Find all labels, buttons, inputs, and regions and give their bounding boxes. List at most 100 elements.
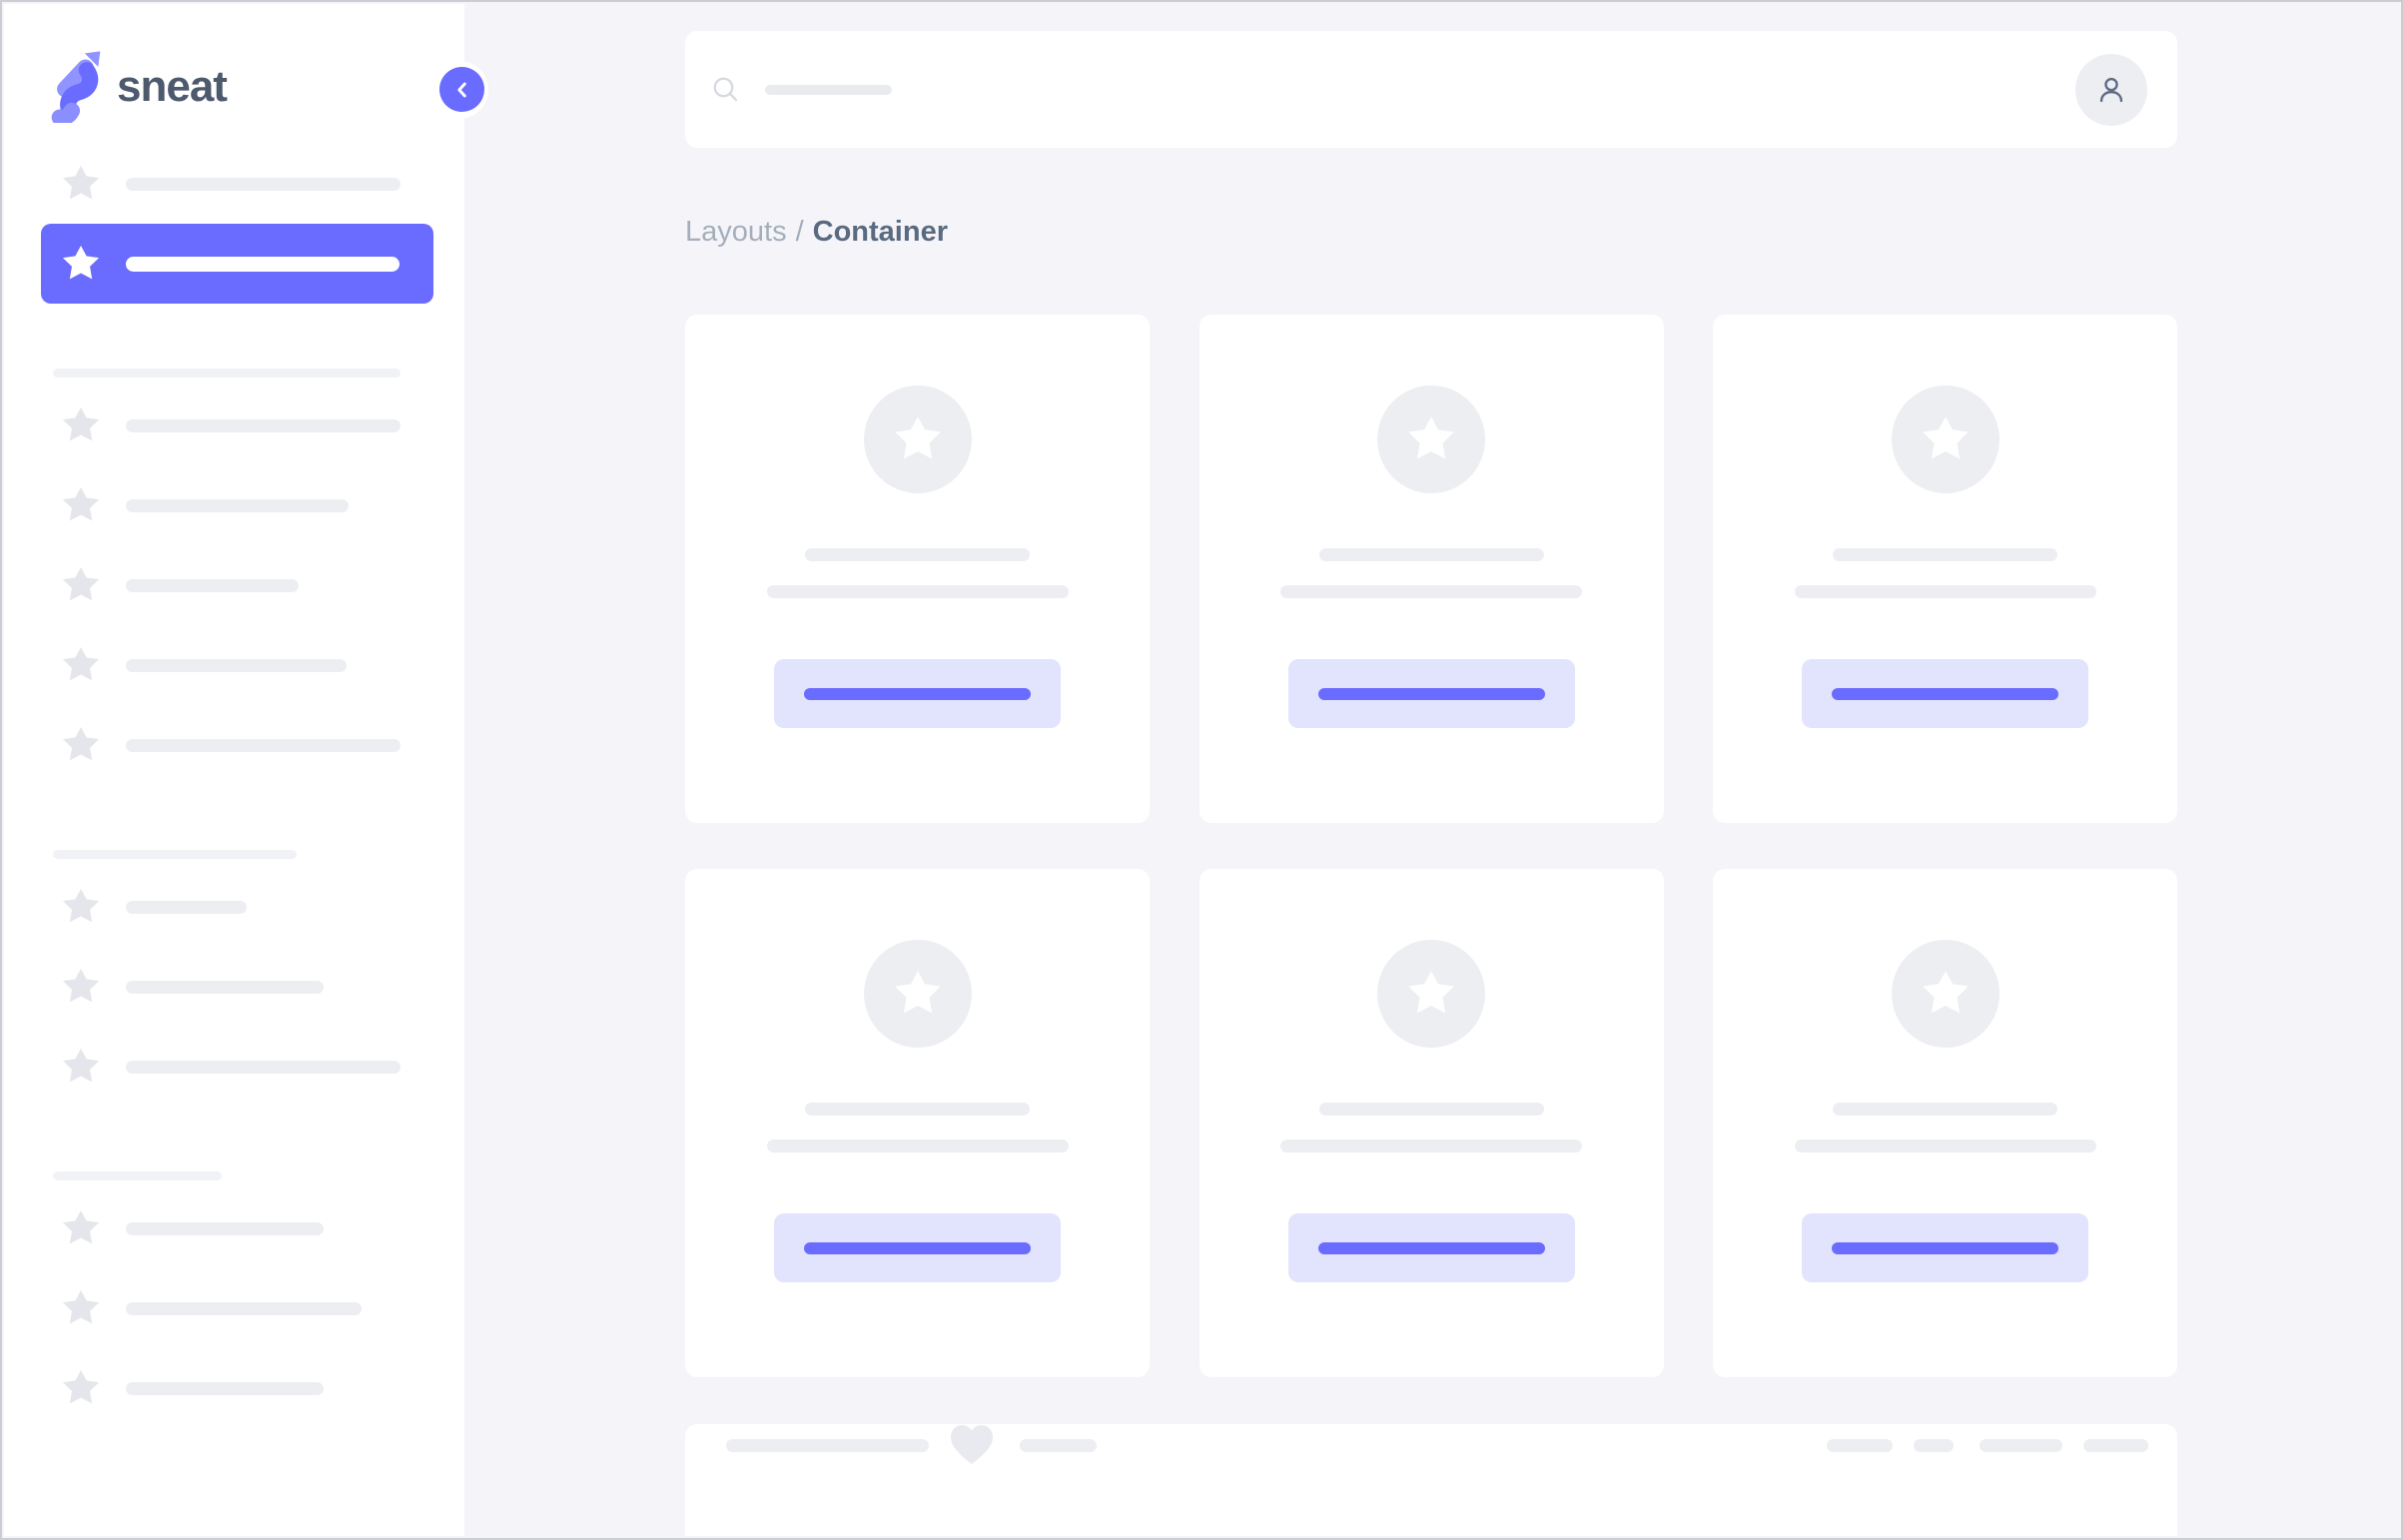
breadcrumb: Layouts / Container xyxy=(685,217,2177,247)
sidebar-item[interactable] xyxy=(41,465,433,545)
sidebar-nav-row xyxy=(4,224,464,304)
sidebar-collapse-button[interactable] xyxy=(439,67,484,112)
breadcrumb-separator: / xyxy=(795,216,804,248)
card-avatar-circle xyxy=(1891,385,2000,493)
star-icon xyxy=(62,165,100,200)
star-icon-wrap xyxy=(62,888,100,926)
star-icon-wrap xyxy=(62,486,100,524)
star-icon xyxy=(62,486,100,521)
user-avatar[interactable] xyxy=(2075,53,2147,126)
breadcrumb-parent[interactable]: Layouts xyxy=(685,216,787,248)
search-input-placeholder-bar[interactable] xyxy=(765,84,892,95)
sidebar-nav-row xyxy=(4,545,464,625)
sidebar-nav-row xyxy=(4,1348,464,1428)
heart-icon xyxy=(951,1425,993,1464)
bottom-card-row xyxy=(726,1424,2148,1466)
card-placeholder-button[interactable] xyxy=(774,1213,1061,1282)
star-icon-wrap xyxy=(62,726,100,764)
card-subtitle-placeholder-bar xyxy=(766,1140,1069,1153)
star-icon-wrap xyxy=(62,1209,100,1247)
button-label-placeholder-bar xyxy=(1317,687,1545,700)
sidebar-item[interactable] xyxy=(41,625,433,705)
placeholder-dash-bar xyxy=(1827,1438,1893,1452)
card-avatar-circle xyxy=(1891,940,2000,1048)
card-title-placeholder-bar xyxy=(1833,548,2057,561)
heart-button[interactable] xyxy=(949,1424,995,1466)
star-icon xyxy=(62,1048,100,1083)
menu-label-placeholder-bar xyxy=(126,1381,324,1395)
sidebar-section-divider xyxy=(4,1162,464,1188)
sidebar-item[interactable] xyxy=(41,1188,433,1268)
star-icon xyxy=(62,406,100,441)
menu-label-placeholder-bar xyxy=(126,658,347,672)
placeholder-bar xyxy=(1020,1438,1097,1452)
sidebar-nav-row xyxy=(4,1188,464,1268)
card-avatar-circle xyxy=(863,940,972,1048)
menu-label-placeholder-bar xyxy=(126,1060,400,1074)
section-header-placeholder-bar xyxy=(53,368,400,378)
card-placeholder-button[interactable] xyxy=(1802,659,2088,728)
sidebar-nav-row xyxy=(4,867,464,947)
sidebar-section-divider xyxy=(4,841,464,867)
sidebar-nav-row xyxy=(4,1027,464,1107)
star-icon xyxy=(62,1369,100,1404)
sidebar-item[interactable] xyxy=(41,867,433,947)
star-icon-wrap xyxy=(62,1369,100,1407)
sidebar-item[interactable] xyxy=(41,705,433,785)
sidebar-item[interactable] xyxy=(41,1268,433,1348)
sidebar-nav-row xyxy=(4,1268,464,1348)
button-label-placeholder-bar xyxy=(804,1241,1031,1254)
menu-label-placeholder-bar xyxy=(126,498,349,512)
button-label-placeholder-bar xyxy=(1832,687,2058,700)
card-title-placeholder-bar xyxy=(1318,1103,1544,1116)
brand[interactable]: sneat xyxy=(4,4,464,123)
star-icon xyxy=(1922,416,1969,459)
placeholder-card xyxy=(1713,869,2177,1377)
placeholder-dash-bar xyxy=(2083,1438,2148,1452)
breadcrumb-current: Container xyxy=(812,216,948,248)
menu-label-placeholder-bar xyxy=(126,900,247,914)
user-icon xyxy=(2099,77,2123,102)
card-title-placeholder-bar xyxy=(1318,548,1544,561)
card-placeholder-button[interactable] xyxy=(1802,1213,2088,1282)
sidebar-item[interactable] xyxy=(41,1348,433,1428)
menu-label-placeholder-bar xyxy=(126,738,400,752)
sidebar-item[interactable] xyxy=(41,144,433,224)
topbar xyxy=(685,31,2177,148)
sidebar-item[interactable] xyxy=(41,545,433,625)
star-icon xyxy=(62,245,100,280)
sidebar-item[interactable] xyxy=(41,385,433,465)
star-icon xyxy=(62,968,100,1003)
placeholder-card xyxy=(1199,315,1664,823)
sidebar-item[interactable] xyxy=(41,1027,433,1107)
star-icon-wrap xyxy=(62,1048,100,1086)
placeholder-card xyxy=(685,869,1150,1377)
menu-label-placeholder-bar xyxy=(126,1301,362,1315)
sidebar-item-active[interactable] xyxy=(41,224,433,304)
star-icon-wrap xyxy=(62,968,100,1006)
bottom-card xyxy=(685,1424,2177,1536)
menu-label-placeholder-bar xyxy=(126,177,400,191)
card-subtitle-placeholder-bar xyxy=(766,585,1069,598)
sidebar-section-divider xyxy=(4,360,464,385)
star-icon xyxy=(1408,971,1454,1014)
sidebar-nav-row xyxy=(4,947,464,1027)
card-placeholder-button[interactable] xyxy=(1287,1213,1575,1282)
section-header-placeholder-bar xyxy=(53,1170,222,1180)
card-placeholder-button[interactable] xyxy=(1287,659,1575,728)
sidebar-item[interactable] xyxy=(41,947,433,1027)
search-icon[interactable] xyxy=(711,75,741,105)
card-placeholder-button[interactable] xyxy=(774,659,1061,728)
placeholder-dash-bar xyxy=(1914,1438,1954,1452)
chevron-left-icon xyxy=(456,82,466,97)
star-icon xyxy=(894,416,941,459)
star-icon xyxy=(62,566,100,601)
star-icon xyxy=(894,971,941,1014)
menu-label-placeholder-bar xyxy=(126,578,299,592)
menu-label-placeholder-bar xyxy=(126,256,400,272)
sidebar-nav-row xyxy=(4,385,464,465)
placeholder-card xyxy=(1199,869,1664,1377)
placeholder-bar xyxy=(726,1438,929,1452)
star-icon-wrap xyxy=(62,646,100,684)
